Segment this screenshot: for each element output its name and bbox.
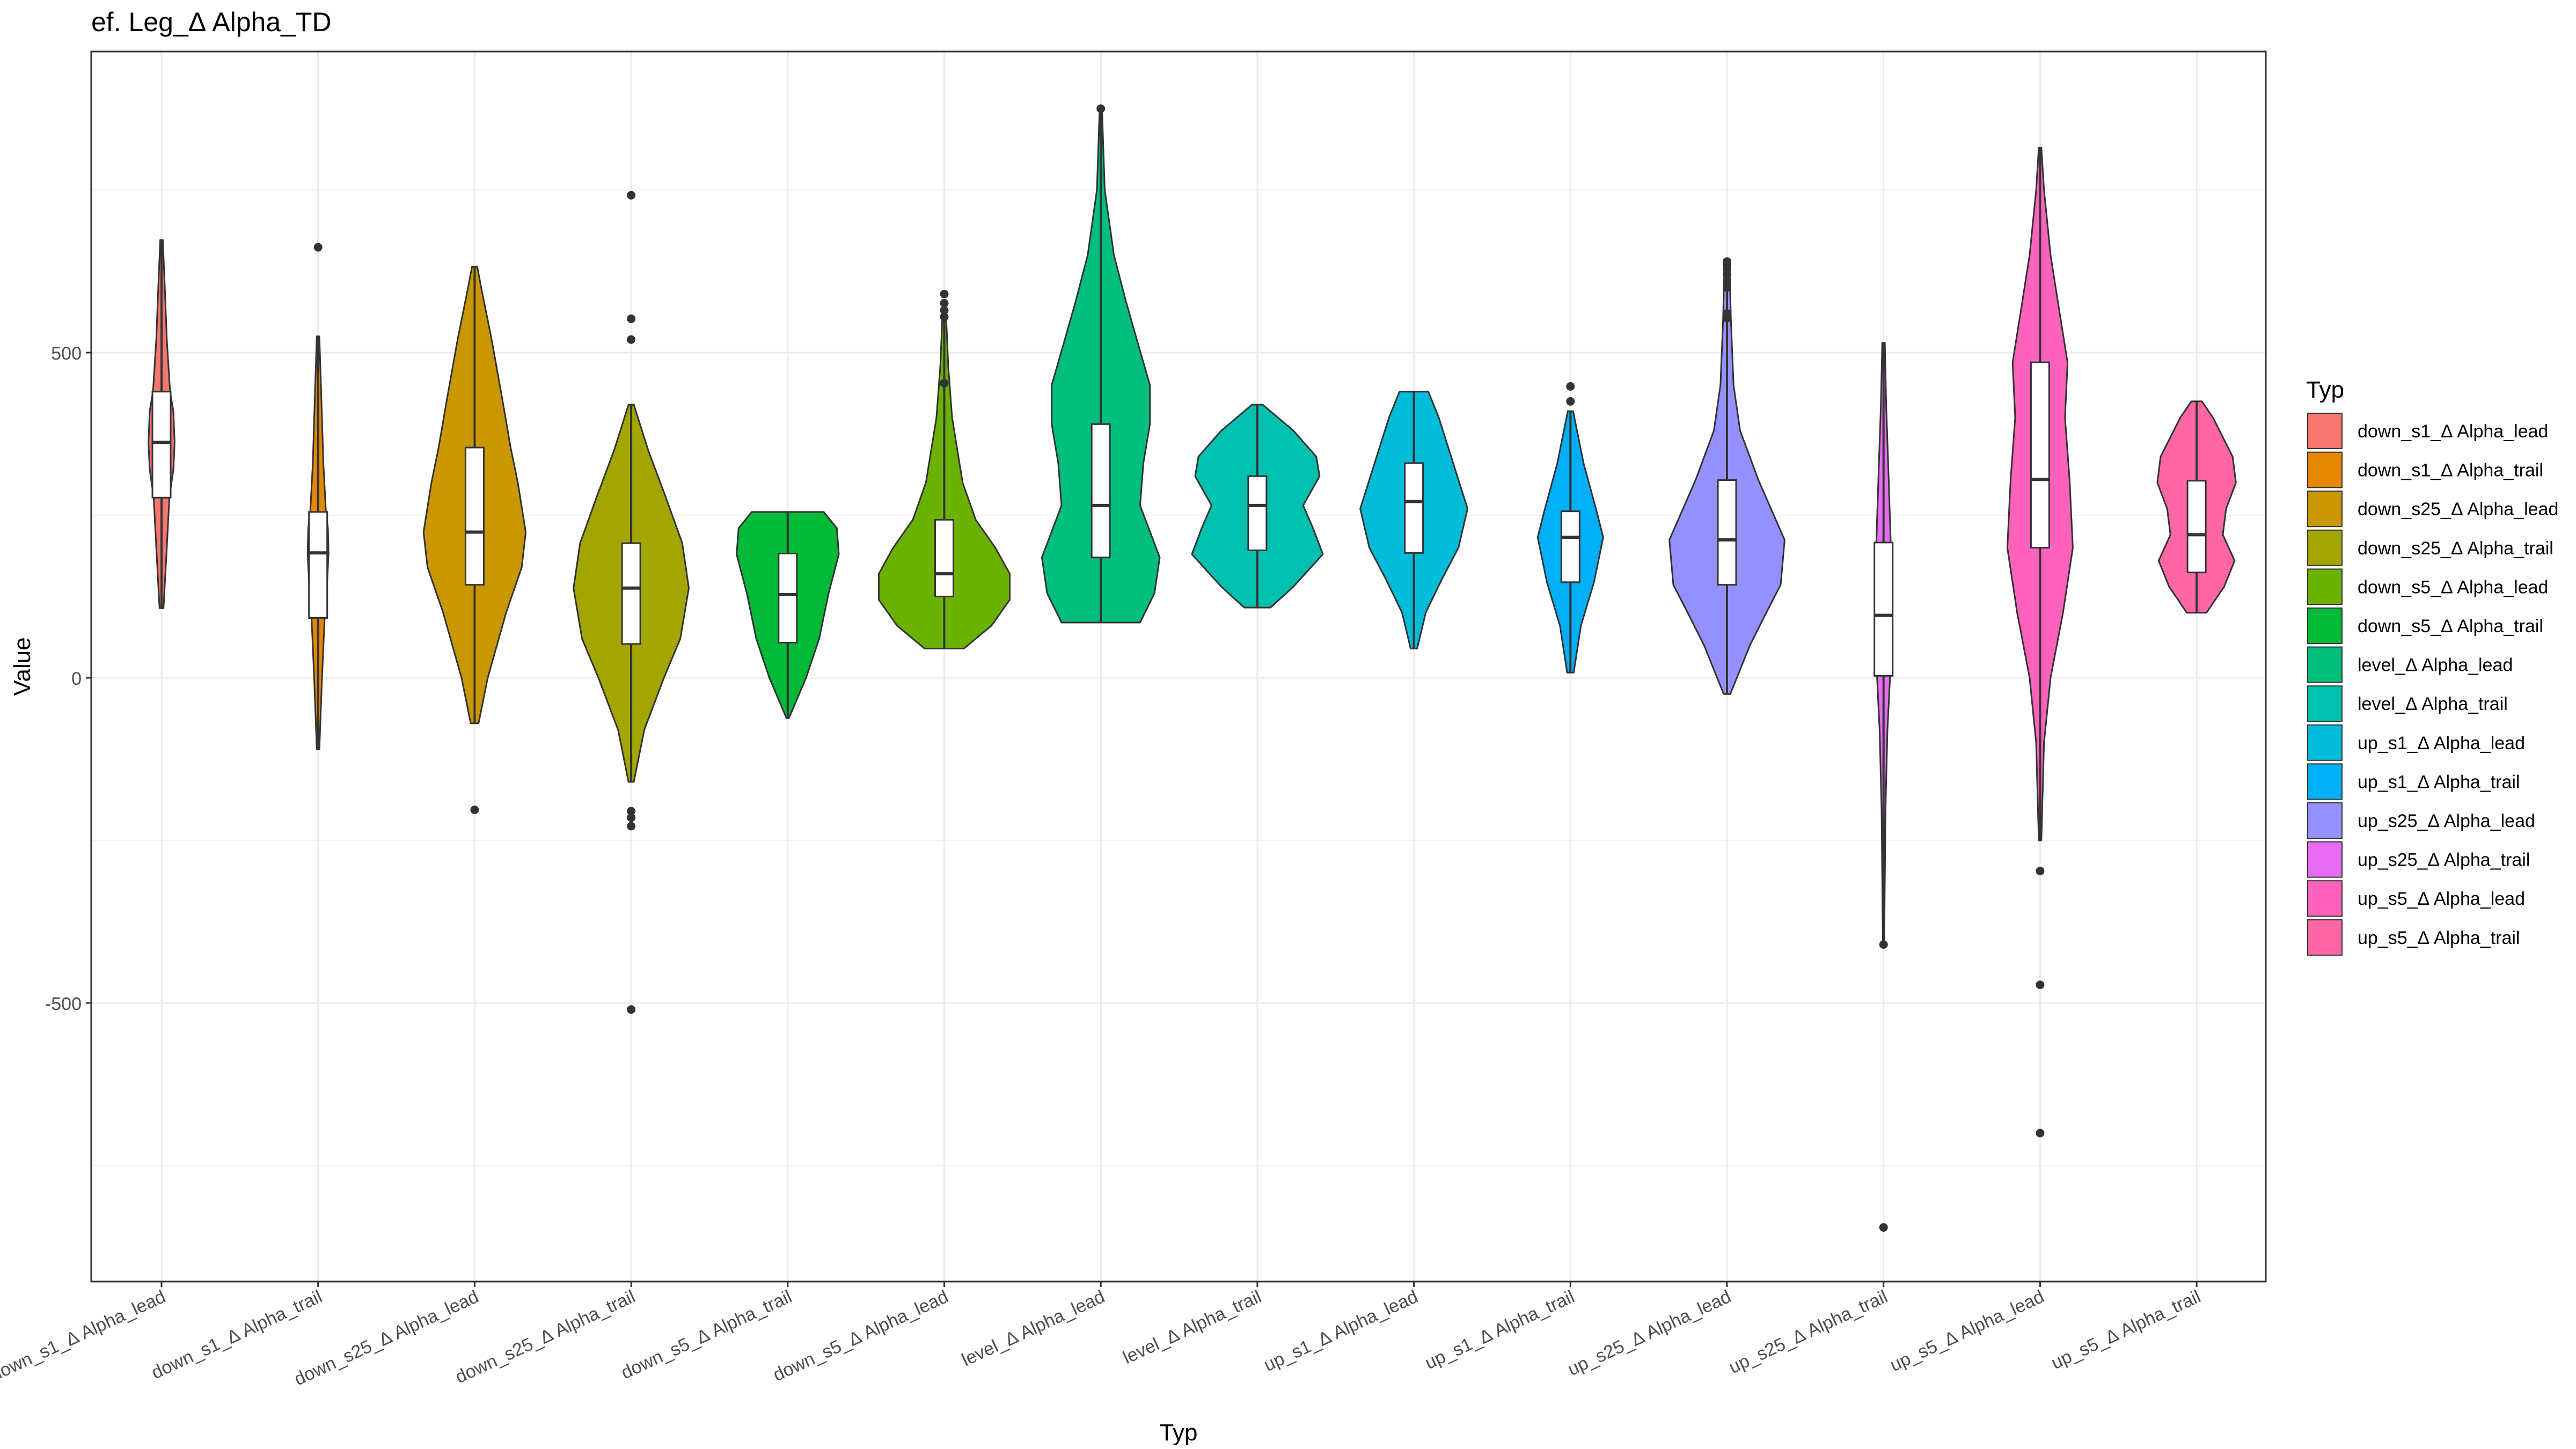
- y-tick-label: 500: [51, 343, 82, 364]
- legend-label: down_s1_Δ Alpha_trail: [2358, 460, 2543, 481]
- x-axis-title: Typ: [1160, 1419, 1198, 1446]
- box: [2030, 361, 2050, 549]
- legend-label: up_s1_Δ Alpha_trail: [2358, 772, 2520, 792]
- legend: Typ down_s1_Δ Alpha_lead down_s1_Δ Alpha_…: [2306, 377, 2558, 956]
- outlier-point: [1566, 382, 1575, 391]
- outlier-point: [1096, 104, 1106, 113]
- legend-label: down_s25_Δ Alpha_trail: [2358, 538, 2553, 559]
- legend-label: up_s25_Δ Alpha_trail: [2358, 850, 2530, 870]
- outlier-point: [1723, 283, 1731, 292]
- legend-label: up_s25_Δ Alpha_lead: [2358, 811, 2535, 831]
- outlier-point: [2036, 866, 2045, 875]
- legend-key: [2307, 724, 2343, 761]
- box: [1247, 475, 1268, 551]
- grid: [91, 52, 2266, 1282]
- legend-key: [2307, 529, 2343, 566]
- outlier-point: [1723, 309, 1731, 318]
- legend-label: up_s5_Δ Alpha_lead: [2358, 889, 2525, 909]
- outlier-point: [627, 1005, 636, 1014]
- outlier-point: [1879, 1223, 1888, 1232]
- legend-key: [2307, 646, 2343, 683]
- outlier-point: [313, 243, 323, 252]
- chart-title: ef. Leg_Δ Alpha_TD: [91, 7, 332, 37]
- outlier-point: [1879, 940, 1888, 949]
- box: [1091, 423, 1111, 559]
- box: [2186, 480, 2207, 574]
- y-axis: -500 0 500: [45, 343, 91, 1014]
- outlier-point: [1566, 397, 1575, 406]
- legend-label: down_s1_Δ Alpha_lead: [2358, 421, 2548, 442]
- outlier-point: [1723, 257, 1731, 266]
- legend-key: [2307, 451, 2343, 488]
- outlier-point: [627, 191, 636, 200]
- legend-label: down_s5_Δ Alpha_lead: [2358, 577, 2548, 597]
- box: [1560, 510, 1580, 583]
- legend-key: [2307, 413, 2343, 449]
- outlier-point: [627, 807, 636, 816]
- outlier-point: [1723, 276, 1731, 286]
- legend-key: [2307, 841, 2343, 878]
- box: [778, 553, 798, 644]
- legend-label: down_s25_Δ Alpha_lead: [2358, 499, 2558, 519]
- legend-label: level_Δ Alpha_trail: [2358, 694, 2508, 714]
- legend-label: down_s5_Δ Alpha_trail: [2358, 616, 2543, 636]
- outlier-point: [627, 335, 636, 344]
- legend-key: [2307, 880, 2343, 917]
- y-tick-label: 0: [71, 669, 82, 689]
- outlier-point: [940, 298, 949, 308]
- outlier-point: [627, 822, 636, 831]
- box: [1717, 479, 1737, 586]
- panel-background: [91, 52, 2266, 1282]
- outlier-point: [627, 314, 636, 323]
- legend-label: up_s1_Δ Alpha_lead: [2358, 733, 2525, 753]
- legend-key: [2307, 568, 2343, 605]
- legend-key: [2307, 608, 2343, 644]
- outlier-point: [940, 289, 949, 298]
- legend-key: [2307, 685, 2343, 722]
- outlier-point: [2036, 1129, 2045, 1138]
- y-axis-title: Value: [9, 637, 35, 696]
- box: [934, 518, 954, 598]
- box: [308, 511, 328, 619]
- legend-label: up_s5_Δ Alpha_trail: [2358, 928, 2520, 948]
- outlier-point: [627, 813, 636, 822]
- box: [1874, 541, 1894, 677]
- box: [464, 447, 485, 586]
- legend-label: level_Δ Alpha_lead: [2358, 655, 2513, 676]
- outlier-point: [2036, 980, 2045, 990]
- legend-key: [2307, 802, 2343, 839]
- outlier-point: [940, 312, 949, 321]
- legend-key: [2307, 491, 2343, 528]
- box: [151, 391, 172, 499]
- legend-key: [2307, 763, 2343, 800]
- violins: [148, 104, 2237, 1232]
- outlier-point: [940, 306, 949, 315]
- box: [621, 542, 641, 645]
- y-tick-label: -500: [45, 994, 82, 1014]
- outlier-point: [470, 806, 479, 815]
- legend-key: [2307, 919, 2343, 956]
- legend-title: Typ: [2306, 377, 2344, 403]
- outlier-point: [940, 378, 949, 387]
- box: [1404, 462, 1424, 554]
- panel-border: [90, 50, 2267, 1283]
